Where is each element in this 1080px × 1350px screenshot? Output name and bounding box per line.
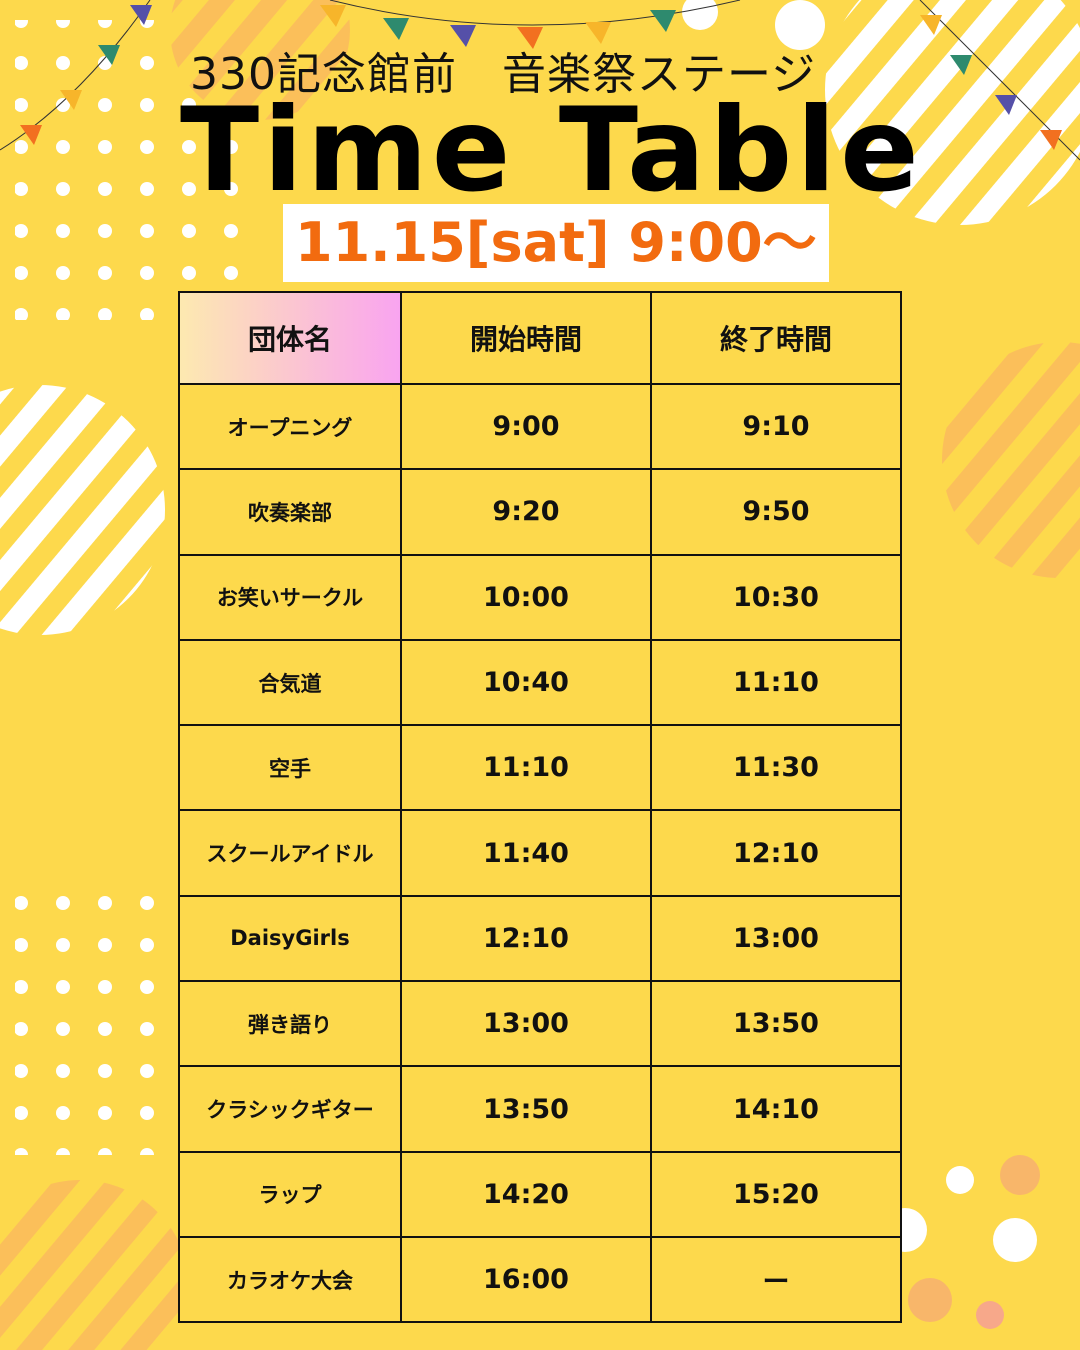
end-time-cell: 12:10 (650, 809, 902, 897)
group-name-cell: 空手 (178, 724, 402, 812)
bunting-flags (20, 5, 1062, 150)
column-header-end: 終了時間 (650, 291, 902, 385)
striped-circle (942, 342, 1080, 578)
end-time-cell: 11:30 (650, 724, 902, 812)
dot-pattern (15, 875, 175, 1155)
striped-circle (825, 0, 1080, 225)
event-date: 11.15[sat] 9:00〜 (283, 204, 829, 282)
end-time-cell: 13:50 (650, 980, 902, 1068)
column-header-group: 団体名 (178, 291, 402, 385)
group-name-cell: DaisyGirls (178, 894, 402, 983)
end-time-cell: 9:10 (650, 382, 902, 471)
column-header-start: 開始時間 (400, 291, 652, 385)
event-subtitle: 330記念館前 音楽祭ステージ (190, 49, 817, 100)
end-time-cell: 10:30 (650, 553, 902, 641)
striped-circle (0, 1180, 190, 1350)
start-time-cell: 13:00 (400, 980, 652, 1068)
group-name-cell: クラシックギター (178, 1065, 402, 1153)
table-row: スクールアイドル 11:40 12:10 (178, 809, 902, 897)
striped-circle (170, 0, 350, 120)
start-time-cell: 13:50 (400, 1065, 652, 1153)
end-time-cell: ー (650, 1235, 902, 1324)
table-row: 空手 11:10 11:30 (178, 724, 902, 812)
page-title: Time Table (180, 83, 923, 218)
start-time-cell: 16:00 (400, 1235, 652, 1324)
start-time-cell: 14:20 (400, 1150, 652, 1238)
end-time-cell: 9:50 (650, 468, 902, 556)
end-time-cell: 13:00 (650, 894, 902, 983)
table-row: お笑いサークル 10:00 10:30 (178, 553, 902, 641)
table-row: ラップ 14:20 15:20 (178, 1150, 902, 1238)
start-time-cell: 10:00 (400, 553, 652, 641)
group-name-cell: お笑いサークル (178, 553, 402, 641)
table-header-row: 団体名 開始時間 終了時間 (178, 291, 902, 385)
start-time-cell: 10:40 (400, 638, 652, 727)
striped-circle (0, 385, 165, 635)
table-row: オープニング 9:00 9:10 (178, 382, 902, 471)
start-time-cell: 12:10 (400, 894, 652, 983)
start-time-cell: 11:40 (400, 809, 652, 897)
start-time-cell: 11:10 (400, 724, 652, 812)
table-body: オープニング 9:00 9:10 吹奏楽部 9:20 9:50 お笑いサークル 10:00 10… (178, 382, 902, 1324)
end-time-cell: 14:10 (650, 1065, 902, 1153)
group-name-cell: オープニング (178, 382, 402, 471)
table-row: DaisyGirls 12:10 13:00 (178, 894, 902, 983)
group-name-cell: カラオケ大会 (178, 1235, 402, 1324)
start-time-cell: 9:20 (400, 468, 652, 556)
table-row: 吹奏楽部 9:20 9:50 (178, 468, 902, 556)
end-time-cell: 15:20 (650, 1150, 902, 1238)
table-row: クラシックギター 13:50 14:10 (178, 1065, 902, 1153)
group-name-cell: スクールアイドル (178, 809, 402, 897)
end-time-cell: 11:10 (650, 638, 902, 727)
group-name-cell: 合気道 (178, 638, 402, 727)
group-name-cell: ラップ (178, 1150, 402, 1238)
table-row: 弾き語り 13:00 13:50 (178, 980, 902, 1068)
table-row: カラオケ大会 16:00 ー (178, 1235, 902, 1324)
group-name-cell: 吹奏楽部 (178, 468, 402, 556)
start-time-cell: 9:00 (400, 382, 652, 471)
group-name-cell: 弾き語り (178, 980, 402, 1068)
timetable: 団体名 開始時間 終了時間 オープニング 9:00 9:10 吹奏楽部 9:20 9:50… (178, 291, 902, 1324)
table-row: 合気道 10:40 11:10 (178, 638, 902, 727)
